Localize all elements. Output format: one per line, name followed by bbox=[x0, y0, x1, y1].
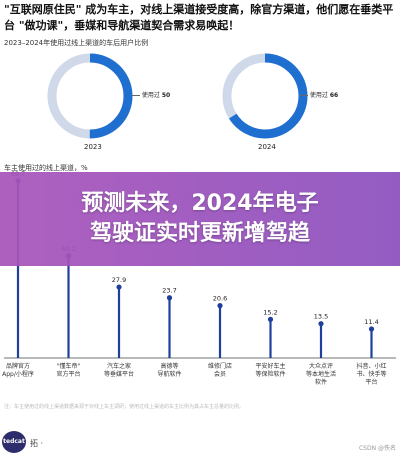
donut-chart-title: 2023–2024年使用过线上渠道的车后用户比例 bbox=[4, 39, 149, 47]
bar-category-label-1-0: "懂车帝" bbox=[57, 362, 81, 370]
donut-2023-label: 使用过 bbox=[141, 92, 160, 99]
bar-category-label-4-0: 维修门店 bbox=[208, 362, 232, 370]
banner-line-2: 驾驶证实时更新增驾趋 bbox=[89, 221, 310, 246]
donut-2024-year: 2024 bbox=[258, 143, 276, 151]
bar-category-label-0-0: 品牌官方 bbox=[6, 362, 30, 370]
bar-value-label-6: 13.5 bbox=[314, 313, 328, 321]
bar-chart-title: 车主使用过的线上渠道，% bbox=[4, 164, 88, 172]
donut-2023-value: 50 bbox=[161, 92, 171, 99]
bar-category-label-7-0: 抖音、小红 bbox=[356, 362, 386, 370]
bar-category-label-6-1: 等本地生活 bbox=[306, 370, 336, 378]
bar-category-label-2-1: 等垂媒平台 bbox=[104, 370, 134, 378]
bar-point-6 bbox=[318, 321, 324, 327]
brand-logo: tedcat bbox=[2, 431, 26, 453]
bar-category-label-1-1: 官方平台 bbox=[56, 370, 80, 378]
bar-category-label-0-1: App/小程序 bbox=[2, 370, 34, 378]
bar-point-7 bbox=[368, 326, 375, 332]
donut-2024-label: 使用过 bbox=[309, 92, 328, 99]
bar-value-label-5: 15.2 bbox=[263, 308, 277, 316]
donut-2024-value: 66 bbox=[329, 92, 339, 99]
donut-charts bbox=[47, 53, 308, 139]
bar-point-5 bbox=[267, 316, 274, 322]
intro-text: "互联网原住民" 成为车主，对线上渠道接受度高，除官方渠道，他们愿在垂类平台 "… bbox=[4, 3, 394, 32]
bar-category-label-2-0: 汽车之家 bbox=[107, 362, 131, 370]
banner-line-1: 预测未来，2024年电子 bbox=[81, 191, 319, 216]
bar-value-label-4: 20.6 bbox=[213, 295, 227, 303]
donut-2024-legend: 使用过 66 bbox=[300, 90, 338, 99]
bar-point-3 bbox=[166, 295, 173, 301]
donut-2023-legend: 使用过 50 bbox=[132, 90, 170, 99]
bar-category-label-6-2: 软件 bbox=[315, 378, 327, 386]
bar-category-label-3-0: 高德等 bbox=[160, 362, 178, 370]
brand-name: 拓 · bbox=[30, 439, 44, 448]
watermark: CSDN @佚名 bbox=[358, 445, 396, 452]
bar-category-label-5-0: 平安好车主 bbox=[255, 362, 285, 370]
headline-banner: 预测未来，2024年电子 驾驶证实时更新增驾趋 bbox=[0, 172, 400, 266]
bar-point-4 bbox=[217, 303, 223, 309]
bar-category-label-5-1: 等保险软件 bbox=[255, 370, 285, 378]
bar-category-label-3-1: 导航软件 bbox=[157, 370, 181, 378]
bar-category-label-7-1: 书、快手等 bbox=[356, 370, 386, 378]
donut-arc-2023 bbox=[47, 53, 133, 139]
bar-category-label-7-2: 平台 bbox=[365, 378, 377, 386]
bar-value-label-7: 11.4 bbox=[364, 318, 378, 326]
bar-value-label-3: 23.7 bbox=[162, 287, 176, 295]
donut-2023-year: 2023 bbox=[84, 143, 102, 151]
bar-value-label-2: 27.9 bbox=[112, 276, 126, 284]
bar-category-label-6-0: 大众点评 bbox=[309, 362, 333, 370]
footnote: 注：车主使用过的线上渠道数据来源于对线上车主调研；使用过线上渠道的车主比例为其占… bbox=[4, 404, 245, 410]
donut-arc-2024 bbox=[222, 53, 308, 139]
bar-point-2 bbox=[116, 284, 122, 290]
bar-category-label-4-1: 会员 bbox=[214, 370, 226, 378]
